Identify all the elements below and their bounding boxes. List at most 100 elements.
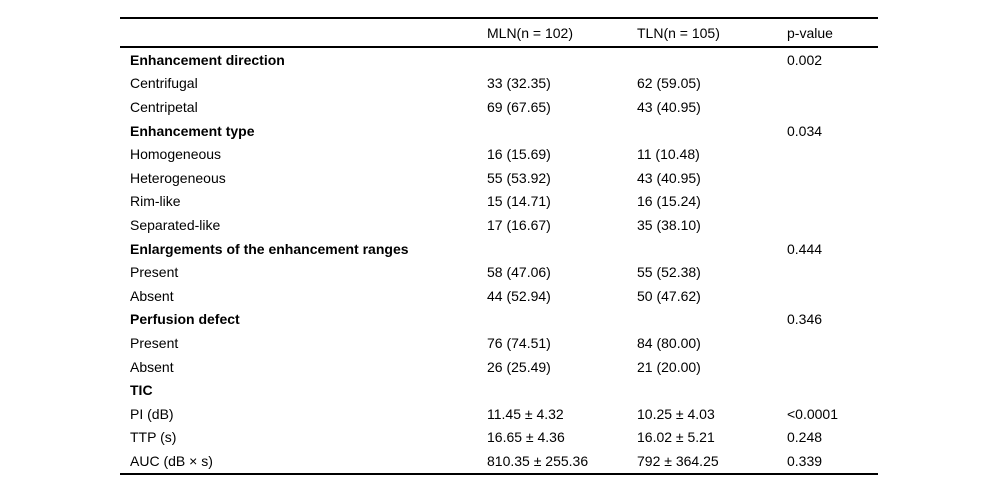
row-label: Enhancement direction — [130, 51, 285, 68]
table-row: Enhancement direction 0.002 — [120, 47, 878, 72]
row-label: TTP (s) — [130, 429, 177, 446]
row-label: TIC — [130, 382, 153, 399]
row-label: Heterogeneous — [130, 169, 226, 186]
row-label: Centripetal — [130, 98, 198, 115]
tln-value: 43 (40.95) — [637, 169, 701, 186]
p-value — [787, 142, 878, 166]
row-label: Present — [130, 264, 179, 281]
p-value: 0.248 — [787, 429, 823, 446]
column-header-mln: MLN(n = 102) — [487, 18, 637, 48]
tln-value: 10.25 ± 4.03 — [637, 405, 715, 422]
table-row: Absent 26 (25.49) 21 (20.00) — [120, 355, 878, 379]
p-value: 0.339 — [787, 452, 823, 469]
p-value — [787, 72, 878, 96]
table-row: Homogeneous 16 (15.69) 11 (10.48) — [120, 142, 878, 166]
p-value — [787, 260, 878, 284]
mln-value: 16.65 ± 4.36 — [487, 429, 565, 446]
row-label: Homogeneous — [130, 146, 222, 163]
tln-value: 43 (40.95) — [637, 98, 701, 115]
mln-value — [487, 47, 637, 72]
table-row: Present 58 (47.06) 55 (52.38) — [120, 260, 878, 284]
p-value — [787, 378, 878, 402]
mln-value: 58 (47.06) — [487, 264, 551, 281]
row-label: AUC (dB × s) — [130, 452, 213, 469]
table-row: Present 76 (74.51) 84 (80.00) — [120, 331, 878, 355]
tln-value: 35 (38.10) — [637, 216, 701, 233]
row-label: Separated-like — [130, 216, 221, 233]
mln-value: 44 (52.94) — [487, 287, 551, 304]
row-label: Rim-like — [130, 193, 181, 210]
row-label: Enhancement type — [130, 122, 255, 139]
mln-value — [487, 119, 637, 143]
p-value: 0.346 — [787, 311, 823, 328]
p-value — [787, 166, 878, 190]
results-table: MLN(n = 102) TLN(n = 105) p-value Enhanc… — [120, 17, 878, 475]
table-row: Enlargements of the enhancement ranges 0.… — [120, 237, 878, 261]
row-label: Perfusion defect — [130, 311, 240, 328]
mln-value — [487, 237, 637, 261]
mln-value: 69 (67.65) — [487, 98, 551, 115]
table-row: Absent 44 (52.94) 50 (47.62) — [120, 284, 878, 308]
tln-value: 16.02 ± 5.21 — [637, 429, 715, 446]
table-row: Enhancement type 0.034 — [120, 119, 878, 143]
table-row: Rim-like 15 (14.71) 16 (15.24) — [120, 190, 878, 214]
column-header-tln: TLN(n = 105) — [637, 18, 787, 48]
table-row: Separated-like 17 (16.67) 35 (38.10) — [120, 213, 878, 237]
mln-value: 17 (16.67) — [487, 216, 551, 233]
row-label: Centrifugal — [130, 75, 198, 92]
row-label: Present — [130, 334, 179, 351]
mln-value: 33 (32.35) — [487, 75, 551, 92]
p-value — [787, 331, 878, 355]
tln-value: 62 (59.05) — [637, 75, 701, 92]
tln-value: 11 (10.48) — [637, 146, 700, 163]
p-value — [787, 190, 878, 214]
mln-value: 15 (14.71) — [487, 193, 551, 210]
table-row: Heterogeneous 55 (53.92) 43 (40.95) — [120, 166, 878, 190]
tln-value: 16 (15.24) — [637, 193, 701, 210]
mln-value — [487, 308, 637, 332]
mln-value: 55 (53.92) — [487, 169, 551, 186]
p-value — [787, 284, 878, 308]
p-value: <0.0001 — [787, 405, 838, 422]
tln-value: 50 (47.62) — [637, 287, 701, 304]
table-row: PI (dB) 11.45 ± 4.32 10.25 ± 4.03 <0.0001 — [120, 402, 878, 426]
table-header: MLN(n = 102) TLN(n = 105) p-value — [120, 18, 878, 48]
mln-value: 11.45 ± 4.32 — [487, 405, 564, 422]
column-header-pvalue: p-value — [787, 18, 878, 48]
tln-value — [637, 237, 787, 261]
mln-value: 16 (15.69) — [487, 146, 551, 163]
tln-value — [637, 119, 787, 143]
p-value: 0.444 — [787, 240, 823, 257]
p-value — [787, 213, 878, 237]
table-row: Centripetal 69 (67.65) 43 (40.95) — [120, 95, 878, 119]
mln-value — [487, 378, 637, 402]
row-label: Enlargements of the enhancement ranges — [130, 240, 409, 257]
table-row: Perfusion defect 0.346 — [120, 308, 878, 332]
row-label: PI (dB) — [130, 405, 174, 422]
mln-value: 76 (74.51) — [487, 334, 551, 351]
tln-value — [637, 378, 787, 402]
p-value: 0.034 — [787, 122, 823, 139]
column-header-label — [120, 18, 487, 48]
table-row: TIC — [120, 378, 878, 402]
results-table-container: MLN(n = 102) TLN(n = 105) p-value Enhanc… — [120, 17, 878, 475]
tln-value: 84 (80.00) — [637, 334, 701, 351]
mln-value: 810.35 ± 255.36 — [487, 452, 589, 469]
tln-value: 55 (52.38) — [637, 264, 701, 281]
tln-value: 792 ± 364.25 — [637, 452, 719, 469]
row-label: Absent — [130, 287, 174, 304]
table-row: AUC (dB × s) 810.35 ± 255.36 792 ± 364.25 0… — [120, 449, 878, 474]
p-value: 0.002 — [787, 51, 823, 68]
tln-value — [637, 47, 787, 72]
mln-value: 26 (25.49) — [487, 358, 551, 375]
tln-value — [637, 308, 787, 332]
row-label: Absent — [130, 358, 174, 375]
table-body: Enhancement direction 0.002 Centrifugal 33 … — [120, 47, 878, 474]
p-value — [787, 355, 878, 379]
header-row: MLN(n = 102) TLN(n = 105) p-value — [120, 18, 878, 48]
table-row: TTP (s) 16.65 ± 4.36 16.02 ± 5.21 0.248 — [120, 426, 878, 450]
p-value — [787, 95, 878, 119]
tln-value: 21 (20.00) — [637, 358, 701, 375]
table-row: Centrifugal 33 (32.35) 62 (59.05) — [120, 72, 878, 96]
